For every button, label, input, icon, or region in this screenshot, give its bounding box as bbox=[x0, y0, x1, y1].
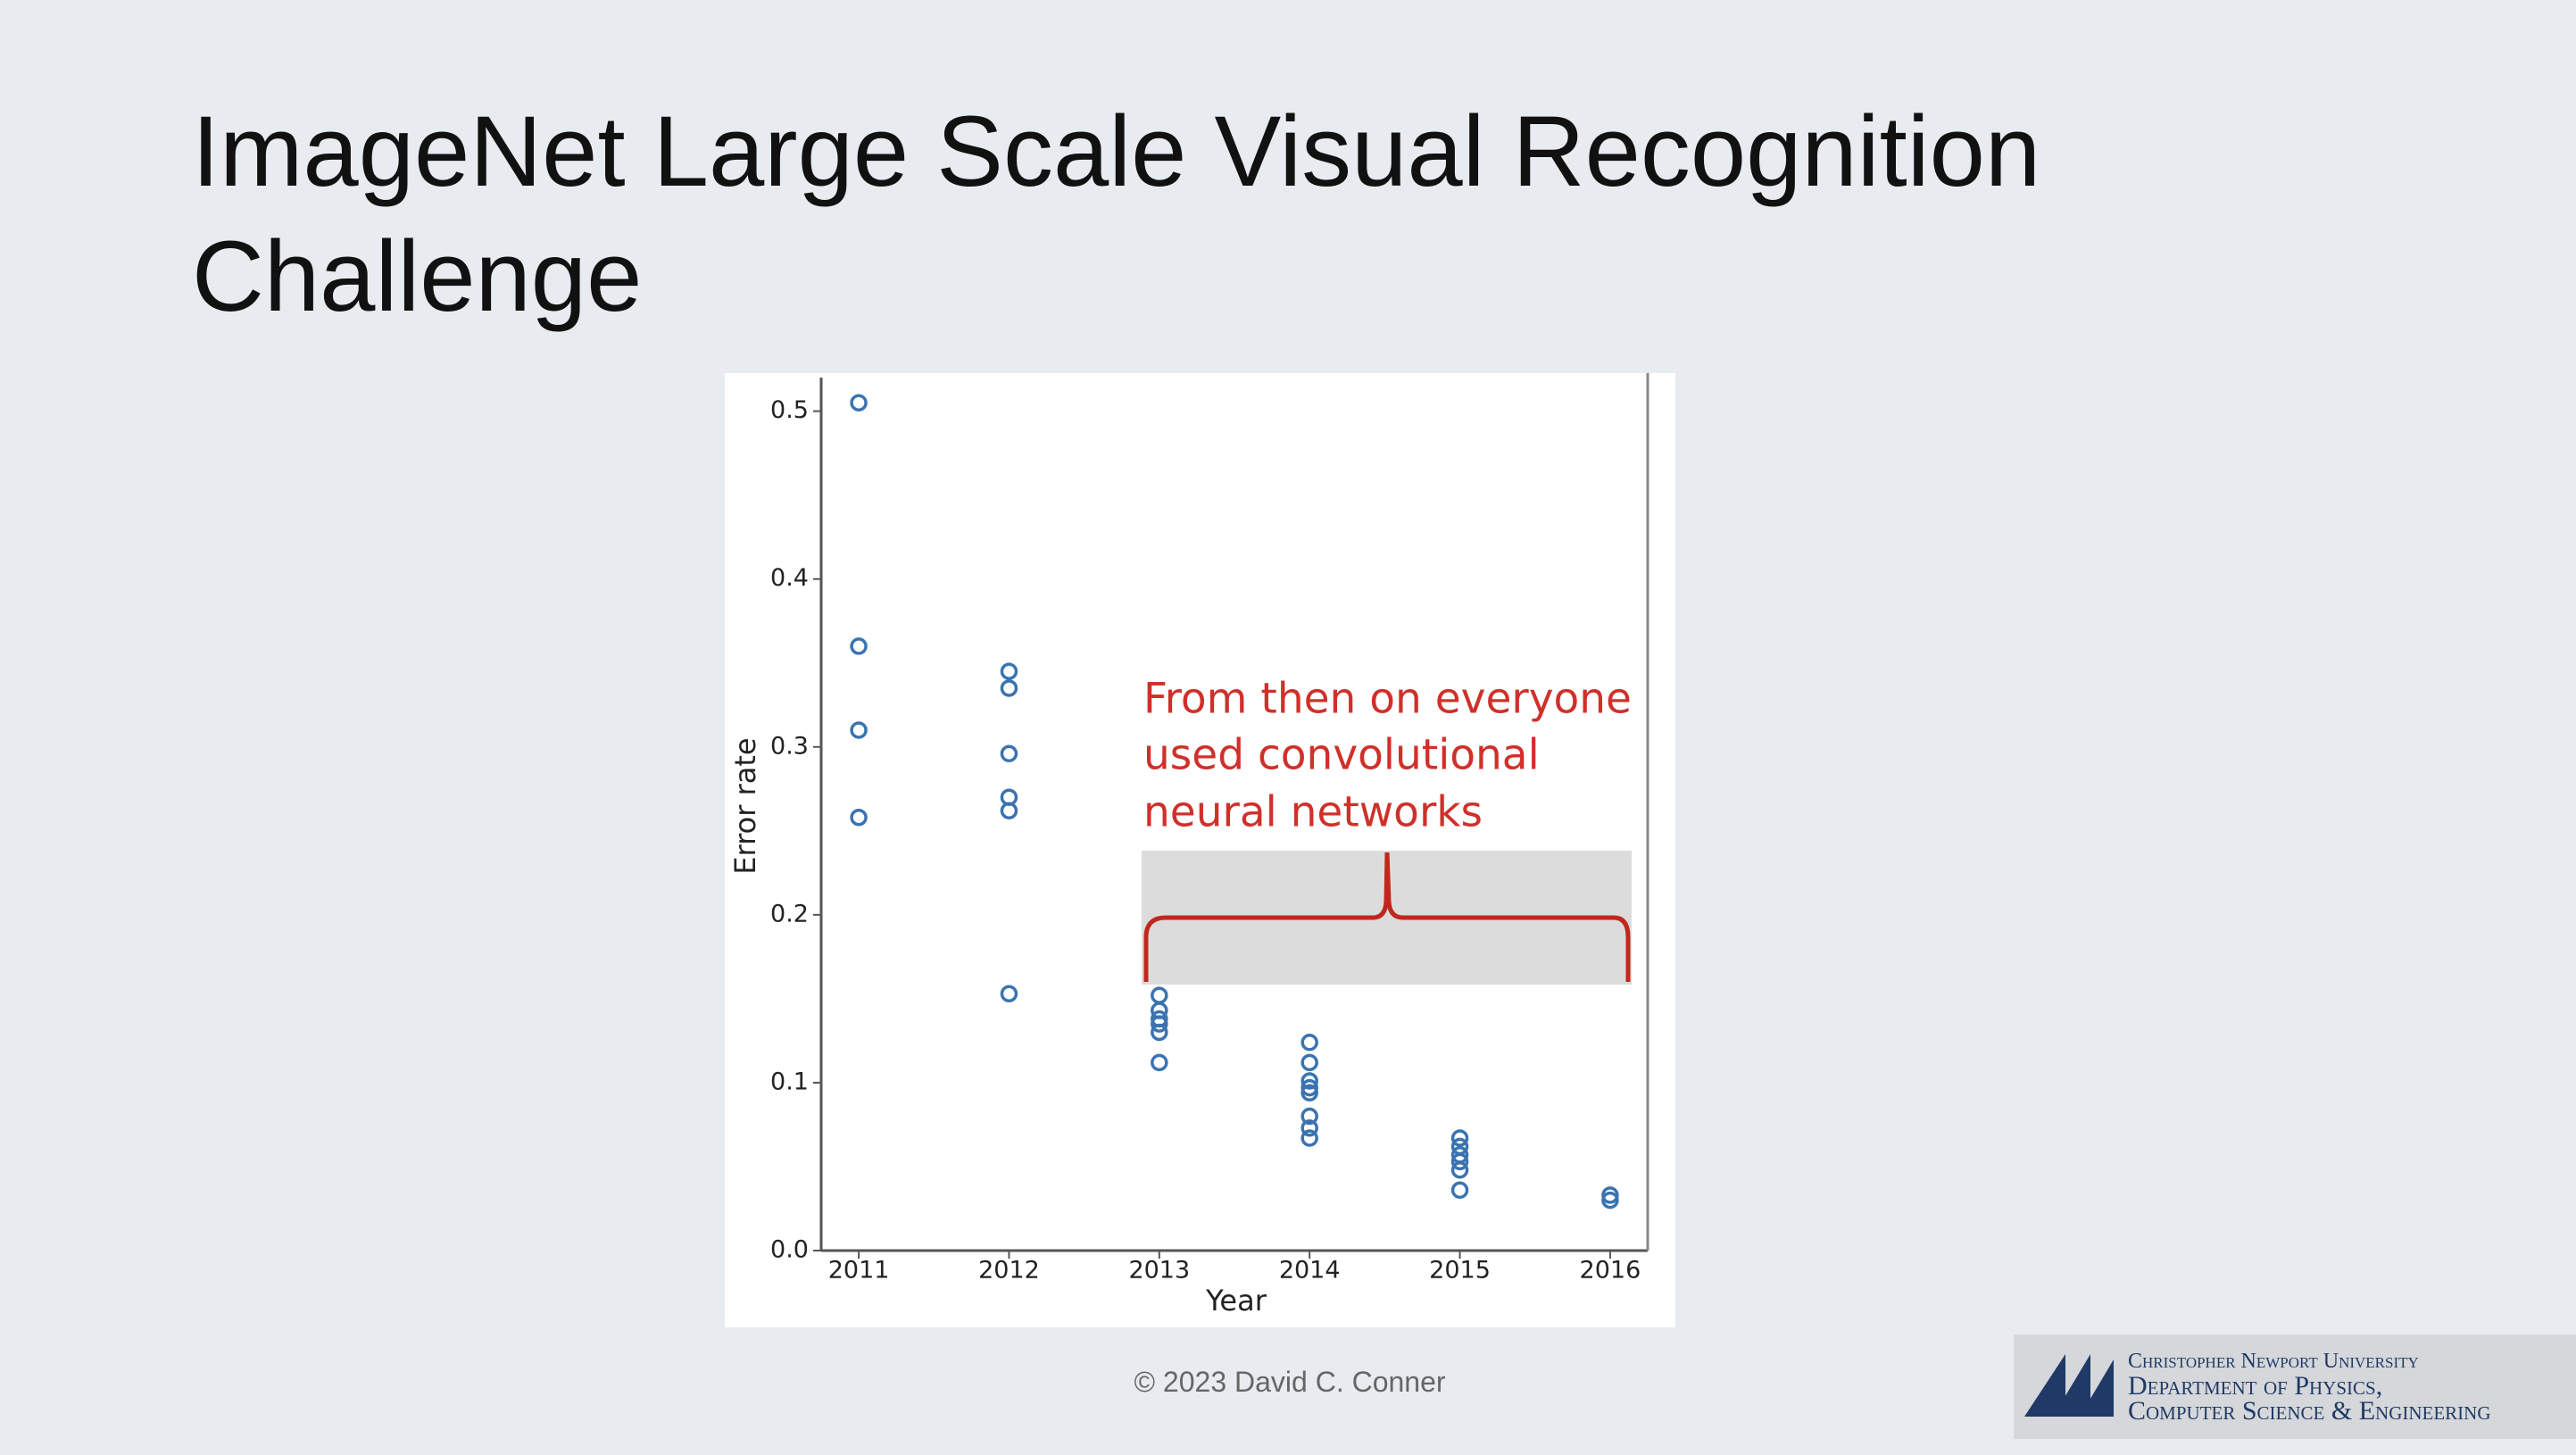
x-tick-label: 2014 bbox=[1279, 1257, 1341, 1285]
chart-background bbox=[725, 373, 1675, 1327]
footer: © 2023 David C. Conner bbox=[1134, 1366, 1446, 1398]
point bbox=[1000, 802, 1018, 819]
point bbox=[850, 809, 868, 827]
x-tick-label: 2011 bbox=[828, 1257, 890, 1285]
point bbox=[1000, 744, 1018, 763]
logo-text: Department of Physics, bbox=[2128, 1371, 2383, 1401]
point bbox=[1151, 1053, 1168, 1072]
point bbox=[1300, 1034, 1318, 1052]
y-tick-label: 0.0 bbox=[770, 1236, 809, 1264]
y-tick-label: 0.5 bbox=[770, 396, 809, 424]
point bbox=[1300, 1072, 1318, 1090]
point bbox=[1601, 1186, 1619, 1204]
y-axis-label: Error rate bbox=[728, 737, 762, 874]
y-tick-label: 0.2 bbox=[770, 900, 809, 927]
annotation-text: From then on everyone bbox=[1143, 675, 1632, 724]
point bbox=[1300, 1118, 1318, 1137]
point bbox=[1450, 1181, 1469, 1200]
point bbox=[1300, 1084, 1318, 1102]
slide-title: ImageNet Large Scale Visual Recognition … bbox=[192, 96, 2041, 332]
logo: Christopher Newport University Departmen… bbox=[2014, 1334, 2576, 1439]
point bbox=[1300, 1107, 1318, 1126]
y-tick-label: 0.4 bbox=[770, 564, 809, 592]
point bbox=[1151, 1015, 1168, 1033]
point bbox=[850, 637, 868, 655]
point bbox=[850, 394, 868, 412]
point bbox=[1300, 1078, 1318, 1097]
point bbox=[850, 721, 868, 739]
point bbox=[1300, 1053, 1318, 1072]
y-tick-label: 0.3 bbox=[770, 732, 809, 760]
logo-text: Computer Science & Engineering bbox=[2128, 1396, 2491, 1426]
chart: From then on everyone used convolutional… bbox=[725, 373, 1675, 1327]
point bbox=[1300, 1129, 1318, 1147]
x-tick-label: 2016 bbox=[1580, 1257, 1641, 1285]
point bbox=[1000, 679, 1018, 697]
annotation-brace bbox=[1143, 852, 1631, 982]
logo-text: Christopher Newport University bbox=[2128, 1350, 2419, 1373]
annotation-text: used convolutional bbox=[1143, 731, 1540, 780]
logo-mark bbox=[2024, 1354, 2114, 1417]
point bbox=[1450, 1129, 1469, 1147]
point bbox=[1450, 1152, 1469, 1171]
point bbox=[1000, 985, 1018, 1002]
x-tick-label: 2012 bbox=[978, 1257, 1040, 1285]
point bbox=[1450, 1160, 1469, 1179]
x-tick-label: 2013 bbox=[1128, 1257, 1190, 1285]
y-tick-label: 0.1 bbox=[770, 1068, 809, 1095]
point bbox=[1000, 662, 1018, 680]
point bbox=[1151, 1023, 1168, 1042]
x-tick-label: 2015 bbox=[1429, 1257, 1491, 1285]
point bbox=[1601, 1191, 1619, 1210]
annotation-text: neural networks bbox=[1143, 788, 1483, 837]
x-axis-label: Year bbox=[1205, 1284, 1267, 1318]
